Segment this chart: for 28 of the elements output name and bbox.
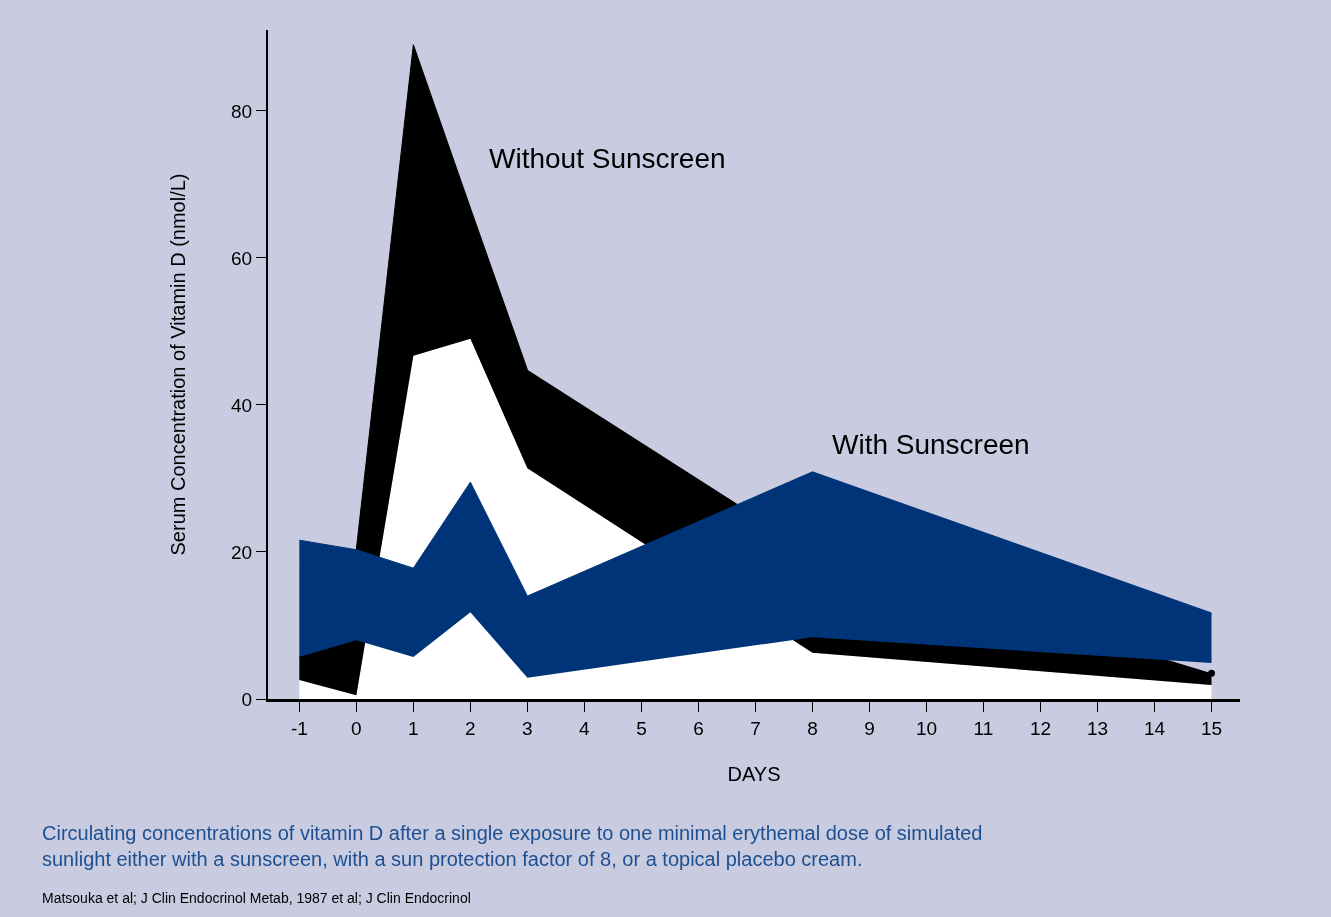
series-label: With Sunscreen [832,429,1030,460]
y-tick-label: 0 [241,688,253,710]
x-tick-label: 9 [864,717,875,739]
x-tick-label: -1 [290,717,308,739]
x-tick-label: 0 [351,717,362,739]
text: Circulating concentrations of vitamin D after a single exposure to one minimal erythemal dose of simulated sunlight either with a sunscreen, with a sun protection factor of 8, or a topical placebo cream. [42,822,983,870]
y-tick-label: 80 [231,100,253,122]
series-label: Without Sunscreen [489,143,726,174]
x-tick-label: 15 [1200,717,1223,739]
y-axis-title: Serum Concentration of Vitamin D (nmol/L) [167,173,190,556]
x-axis-title: DAYS [727,763,781,786]
x-tick-label: 3 [522,717,533,739]
x-tick-label: 4 [579,717,591,739]
x-tick-label: 2 [465,717,476,739]
x-tick-label: 6 [693,717,704,739]
y-tick-label: 40 [231,394,253,416]
x-tick-label: 13 [1086,717,1109,739]
y-tick-label: 20 [231,541,253,563]
text: Matsouka et al; J Clin Endocrinol Metab, 1987 et al; J Clin Endocrinol [42,890,471,906]
x-tick-label: 14 [1143,717,1166,739]
x-tick-label: 12 [1029,717,1052,739]
x-tick-label: 5 [636,717,647,739]
x-tick-label: 11 [973,717,994,739]
y-tick-label: 60 [231,247,253,269]
x-tick-label: 7 [750,717,761,739]
x-tick-label: 10 [915,717,938,739]
x-tick-label: 8 [807,717,818,739]
x-tick-label: 1 [408,717,419,739]
